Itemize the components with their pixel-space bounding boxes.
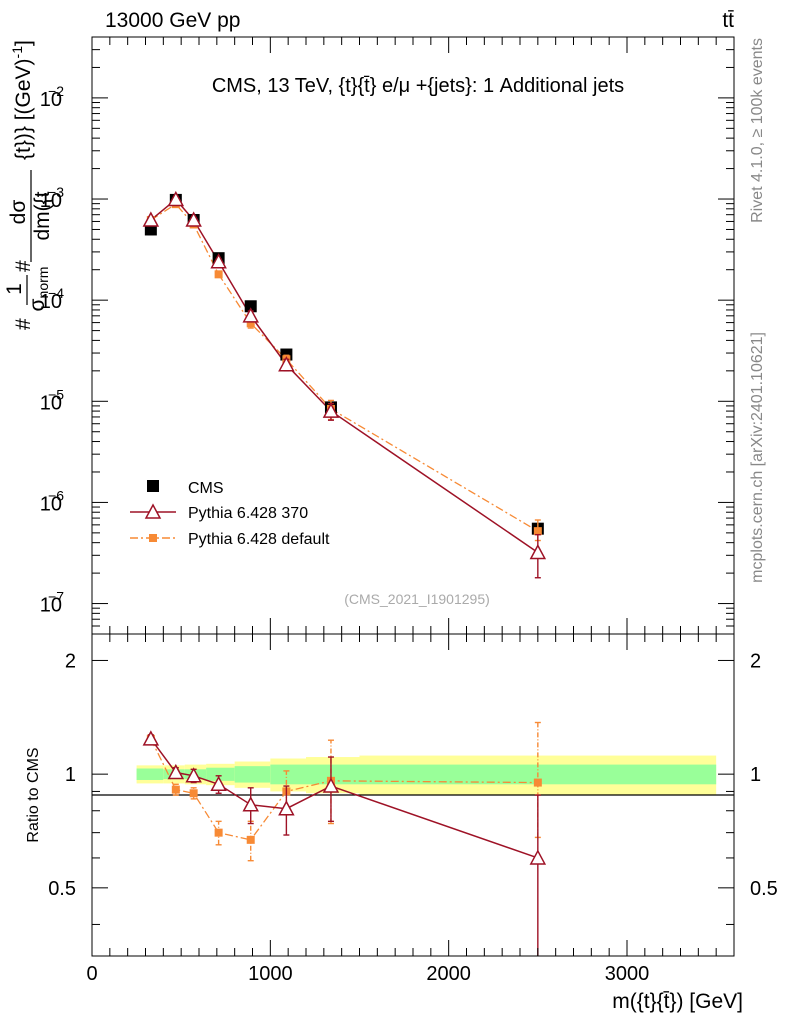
ratio-pythia-default-point bbox=[246, 835, 255, 844]
cms-uncertainty-band-inner bbox=[270, 764, 306, 785]
cms-uncertainty-band-inner bbox=[136, 768, 164, 780]
ratio-y-tick-label: 2 bbox=[65, 650, 76, 672]
svg-text:dm({t: dm({t bbox=[31, 191, 54, 240]
pythia-default-point bbox=[533, 527, 542, 536]
main-y-tick-label: 10−7 bbox=[40, 589, 64, 617]
main-y-tick-label: 10−5 bbox=[40, 386, 64, 414]
main-y-tick-exponent: −5 bbox=[48, 386, 64, 402]
svg-text:σnorm: σnorm bbox=[26, 267, 51, 312]
pythia370-point bbox=[322, 402, 340, 418]
cms-uncertainty-band-inner bbox=[306, 764, 360, 785]
ratio-y-tick-label: 1 bbox=[65, 764, 76, 786]
ratio-y-tick-label-right: 2 bbox=[750, 650, 761, 672]
main-y-axis-label: # 1 σnorm # dσ dm({t {t})} [(GeV)-1] bbox=[3, 40, 54, 330]
svg-text:#: # bbox=[12, 260, 35, 272]
ratio-pythia-default-point bbox=[214, 828, 223, 837]
x-tick-label: 3000 bbox=[605, 963, 650, 985]
pythia370-point bbox=[185, 211, 202, 227]
ratio-pythia370-point bbox=[185, 767, 202, 783]
main-y-tick-exponent: −4 bbox=[48, 285, 64, 301]
legend-pythia-default-label: Pythia 6.428 default bbox=[188, 531, 330, 548]
svg-text:{t})} [(GeV)-1]: {t})} [(GeV)-1] bbox=[9, 40, 35, 160]
legend-pythia370-label: Pythia 6.428 370 bbox=[188, 505, 308, 522]
ratio-pythia370-point bbox=[142, 730, 160, 746]
main-y-tick-exponent: −6 bbox=[48, 487, 64, 503]
main-y-tick-exponent: −3 bbox=[48, 184, 64, 200]
rivet-version-label: Rivet 4.1.0, ≥ 100k events bbox=[749, 38, 766, 223]
cms-uncertainty-band-inner bbox=[234, 766, 271, 783]
pythia370-point bbox=[529, 543, 547, 560]
x-axis-label: m({t}{t̄}) [GeV] bbox=[612, 990, 743, 1013]
ratio-pythia370-point bbox=[210, 775, 227, 792]
pythia-default-point bbox=[214, 270, 223, 279]
cms-uncertainty-band-inner bbox=[206, 767, 235, 781]
energy-label: 13000 GeV pp bbox=[105, 9, 240, 32]
pythia370-point bbox=[210, 253, 227, 269]
ratio-pythia370-point bbox=[322, 777, 340, 793]
process-label: tt̄ bbox=[722, 9, 734, 32]
ratio-y-tick-label-right: 1 bbox=[750, 764, 761, 786]
svg-text:dσ: dσ bbox=[7, 200, 30, 225]
svg-text:#: # bbox=[12, 318, 35, 330]
x-tick-label: 1000 bbox=[248, 963, 293, 985]
ratio-pythia-default-point bbox=[171, 785, 180, 794]
legend-cms-marker bbox=[147, 480, 159, 492]
ratio-y-tick-label-right: 0.5 bbox=[750, 878, 778, 900]
x-tick-label: 2000 bbox=[426, 963, 471, 985]
ratio-pythia370-point bbox=[167, 763, 185, 780]
plot-title: CMS, 13 TeV, {t}{t̄} e/μ +{jets}: 1 Addi… bbox=[212, 75, 624, 97]
pythia370-point bbox=[167, 190, 185, 207]
main-y-tick-exponent: −7 bbox=[48, 589, 64, 605]
ratio-pythia370-point bbox=[529, 849, 547, 865]
ratio-pythia-default-point bbox=[189, 789, 198, 798]
pythia370-point bbox=[242, 307, 259, 323]
legend-cms-label: CMS bbox=[188, 480, 224, 497]
mcplots-label: mcplots.cern.ch [arXiv:2401.10621] bbox=[749, 332, 766, 583]
main-plot-panel: 10−210−310−410−510−610−7 CMS, 13 TeV, {t… bbox=[3, 36, 735, 635]
cms-data-point bbox=[244, 300, 257, 313]
main-y-tick-label: 10−6 bbox=[40, 487, 64, 515]
pythia370-point bbox=[278, 356, 295, 372]
pythia370-point bbox=[142, 211, 160, 227]
pythia370-line bbox=[150, 198, 539, 554]
legend-pythia-default-marker bbox=[149, 534, 157, 542]
ratio-y-axis-label: Ratio to CMS bbox=[25, 747, 42, 842]
x-tick-label: 0 bbox=[86, 963, 97, 985]
ratio-pythia370-point bbox=[278, 800, 295, 816]
analysis-tag: (CMS_2021_I1901295) bbox=[344, 591, 490, 607]
ratio-y-tick-label: 0.5 bbox=[48, 878, 76, 900]
main-y-tick-exponent: −2 bbox=[48, 83, 64, 99]
pythia-default-point bbox=[246, 319, 255, 328]
svg-text:1: 1 bbox=[3, 283, 26, 295]
ratio-plot-panel: 0.5 0.5 1 1 2 2 0 1000 2000 3000 Ratio to CMS m({… bbox=[25, 633, 778, 1013]
legend: CMS Pythia 6.428 370 Pythia 6.428 defaul… bbox=[130, 480, 330, 548]
ratio-pythia-default-point bbox=[533, 778, 542, 787]
main-y-tick-label: 10−2 bbox=[40, 83, 64, 111]
ratio-pythia370-point bbox=[242, 796, 259, 812]
legend-pythia370-marker bbox=[144, 503, 162, 519]
